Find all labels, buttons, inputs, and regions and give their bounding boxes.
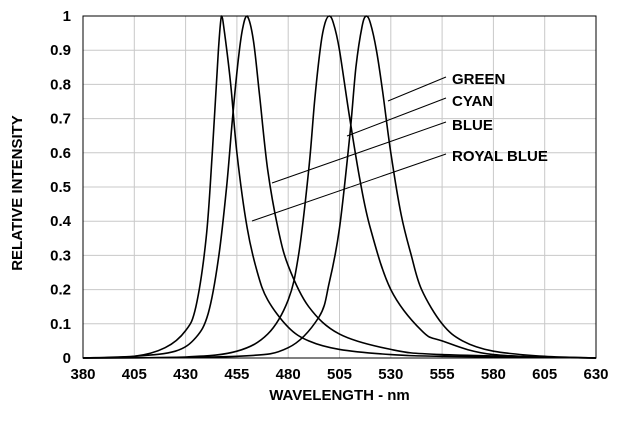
x-tick-label: 430	[173, 366, 198, 383]
x-tick-label: 405	[122, 366, 147, 383]
series-label-royal-blue: ROYAL BLUE	[452, 148, 548, 165]
y-tick-label: 0.5	[50, 179, 71, 196]
leader-line-cyan	[346, 97, 447, 137]
series-labels: ROYAL BLUE BLUE CYAN GREEN	[452, 71, 548, 165]
y-tick-label: 0.4	[50, 213, 72, 230]
y-axis-title: RELATIVE INTENSITY	[9, 115, 26, 271]
y-tick-labels: 0 0.1 0.2 0.3 0.4 0.5 0.6 0.7 0.8 0.9 1	[50, 8, 72, 367]
series-line-royal-blue	[82, 15, 597, 359]
series-leader-lines	[251, 76, 447, 222]
leader-line-green	[387, 76, 447, 102]
x-tick-labels: 380 405 430 455 480 505 530 555 580 605 630	[70, 366, 608, 383]
x-tick-label: 380	[70, 366, 95, 383]
series-label-green: GREEN	[452, 71, 505, 88]
series-label-cyan: CYAN	[452, 93, 493, 110]
y-tick-label: 1	[63, 8, 71, 25]
y-tick-label: 0.1	[50, 316, 71, 333]
x-tick-label: 605	[532, 366, 557, 383]
plot-frame	[82, 15, 597, 359]
y-tick-label: 0.2	[50, 282, 71, 299]
x-tick-label: 505	[327, 366, 352, 383]
x-axis-title: WAVELENGTH - nm	[269, 387, 410, 404]
y-tick-label: 0	[63, 350, 71, 367]
leader-line-blue	[271, 121, 447, 184]
x-tick-label: 555	[430, 366, 455, 383]
y-tick-label: 0.3	[50, 247, 71, 264]
x-tick-label: 630	[583, 366, 608, 383]
y-tick-label: 0.7	[50, 111, 71, 128]
series-line-blue	[82, 15, 597, 359]
grid-lines	[83, 16, 596, 358]
series-label-blue: BLUE	[452, 117, 493, 134]
x-tick-label: 580	[481, 366, 506, 383]
x-tick-label: 455	[224, 366, 249, 383]
y-tick-label: 0.6	[50, 145, 71, 162]
series-line-green	[82, 15, 597, 359]
x-tick-label: 480	[276, 366, 301, 383]
y-tick-label: 0.9	[50, 42, 71, 59]
y-tick-label: 0.8	[50, 76, 71, 93]
x-tick-label: 530	[378, 366, 403, 383]
leader-line-royal-blue	[251, 153, 447, 222]
